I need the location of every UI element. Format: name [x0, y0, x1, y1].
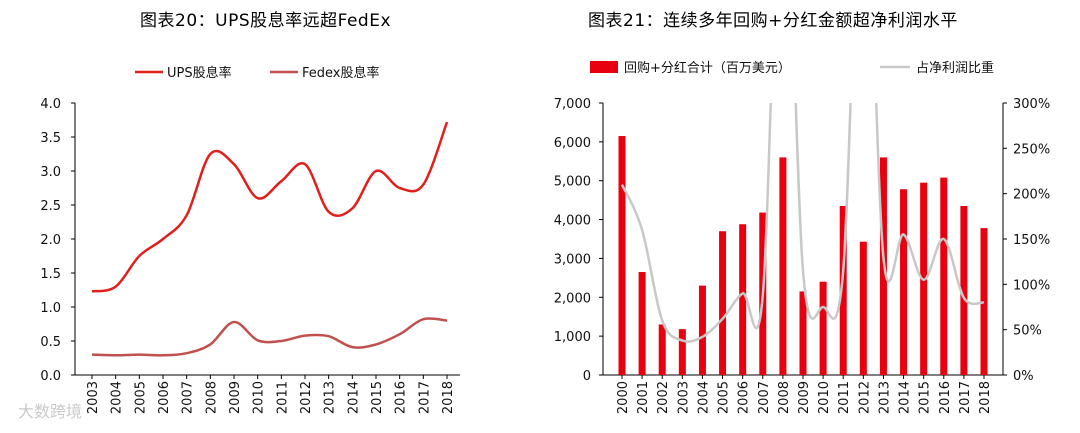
right-x-tick-label: 2017	[958, 381, 973, 414]
right-left-y-tick-label: 6,000	[554, 136, 591, 151]
right-x-tick-label: 2000	[616, 381, 631, 414]
right-left-y-tick-label: 7,000	[554, 97, 591, 112]
buyback-bar	[839, 205, 847, 375]
right-x-tick-label: 2013	[877, 381, 892, 414]
right-x-tick-label: 2008	[777, 381, 792, 414]
chart-left-title: 图表20：UPS股息率远超FedEx	[140, 11, 392, 31]
left-x-tick-label: 2018	[441, 381, 456, 414]
right-line-series	[620, 103, 985, 343]
buyback-bar	[779, 157, 787, 375]
right-x-tick-label: 2005	[717, 381, 732, 414]
buyback-bar	[678, 329, 686, 375]
right-right-y-tick-label: 300%	[1013, 97, 1050, 112]
legend-label-ratio: 占净利润比重	[916, 60, 994, 76]
right-x-tick-label: 2002	[656, 381, 671, 414]
buyback-bar	[618, 136, 626, 375]
left-x-tick-label: 2013	[323, 381, 338, 414]
buyback-bar	[739, 224, 747, 375]
right-left-y-tick-label: 4,000	[554, 214, 591, 229]
left-x-ticks: 2003 2004 2005 2006 2007 2008 2009 2010 2011 2012…	[86, 375, 456, 414]
left-x-tick-label: 2004	[110, 381, 125, 414]
right-left-y-tick-label: 3,000	[554, 252, 591, 267]
right-x-tick-label: 2014	[898, 381, 913, 414]
left-y-tick-label: 0.5	[40, 335, 61, 350]
right-left-y-tick-label: 1,000	[554, 330, 591, 345]
right-right-y-tick-label: 250%	[1013, 142, 1050, 157]
left-x-tick-label: 2007	[181, 381, 196, 414]
legend-swatch-buyback	[590, 61, 618, 73]
right-right-y-tick-label: 200%	[1013, 188, 1050, 203]
right-x-tick-label: 2010	[817, 381, 832, 414]
right-x-tick-label: 2015	[918, 381, 933, 414]
left-x-tick-label: 2003	[86, 381, 101, 414]
left-y-tick-label: 3.0	[40, 165, 61, 180]
buyback-bar	[859, 241, 867, 375]
left-y-ticks: 0.0 0.5 1.0 1.5 2.0 2.5 3.0 3.5 4.0	[40, 97, 75, 384]
right-x-tick-label: 2009	[797, 381, 812, 414]
buyback-bar	[658, 324, 666, 375]
buyback-bar	[719, 231, 727, 375]
left-x-tick-label: 2015	[370, 381, 385, 414]
left-legend: UPS股息率 Fedex股息率	[135, 65, 379, 81]
left-y-tick-label: 1.5	[40, 267, 61, 282]
left-x-tick-label: 2011	[275, 381, 290, 414]
right-x-tick-label: 2011	[837, 381, 852, 414]
legend-label-buyback: 回购+分红合计（百万美元）	[624, 60, 791, 76]
right-right-y-tick-label: 100%	[1013, 278, 1050, 293]
ups-dividend-line	[91, 121, 449, 293]
left-x-tick-label: 2014	[346, 381, 361, 414]
left-y-tick-label: 2.5	[40, 199, 61, 214]
left-series	[91, 121, 449, 357]
left-y-tick-label: 1.0	[40, 301, 61, 316]
legend-label-ups: UPS股息率	[167, 65, 232, 81]
buyback-bar	[799, 291, 807, 375]
left-y-tick-label: 2.0	[40, 233, 61, 248]
left-x-tick-label: 2012	[299, 381, 314, 414]
right-x-tick-label: 2012	[857, 381, 872, 414]
right-right-y-ticks: 0% 50% 100% 150% 200% 250% 300%	[1003, 97, 1050, 384]
buyback-bar	[960, 205, 968, 375]
right-x-tick-label: 2004	[696, 381, 711, 414]
chart-right-title: 图表21：连续多年回购+分红金额超净利润水平	[588, 11, 958, 31]
left-x-tick-label: 2017	[417, 381, 432, 414]
right-x-tick-label: 2003	[676, 381, 691, 414]
watermark: 大数跨境	[18, 402, 83, 421]
net-income-ratio-line	[620, 103, 985, 343]
right-x-tick-label: 2018	[978, 381, 993, 414]
left-x-tick-label: 2006	[157, 381, 172, 414]
right-x-ticks: 2000 2001 2002 2003 2004 2005 2006 2007 2008 2009…	[616, 375, 993, 414]
buyback-bar	[900, 189, 908, 375]
left-x-tick-label: 2016	[394, 381, 409, 414]
right-right-y-tick-label: 0%	[1013, 369, 1034, 384]
right-x-tick-label: 2006	[737, 381, 752, 414]
right-right-y-tick-label: 150%	[1013, 233, 1050, 248]
right-x-tick-label: 2001	[636, 381, 651, 414]
left-y-tick-label: 0.0	[40, 369, 61, 384]
right-left-y-tick-label: 5,000	[554, 175, 591, 190]
right-left-y-tick-label: 0	[583, 369, 591, 384]
right-right-y-tick-label: 50%	[1013, 324, 1042, 339]
buyback-bar	[638, 272, 646, 375]
buyback-bar	[940, 177, 948, 375]
left-x-tick-label: 2005	[133, 381, 148, 414]
buyback-bar	[819, 281, 827, 375]
buyback-bar	[698, 285, 706, 375]
right-x-tick-label: 2016	[938, 381, 953, 414]
left-y-tick-label: 4.0	[40, 97, 61, 112]
right-left-y-ticks: 0 1,000 2,000 3,000 4,000 5,000 6,000 7,000	[554, 97, 603, 384]
left-x-tick-label: 2010	[252, 381, 267, 414]
left-y-tick-label: 3.5	[40, 131, 61, 146]
left-x-tick-label: 2008	[204, 381, 219, 414]
left-x-tick-label: 2009	[228, 381, 243, 414]
right-left-y-tick-label: 2,000	[554, 291, 591, 306]
right-legend: 回购+分红合计（百万美元） 占净利润比重	[590, 60, 994, 76]
right-x-tick-label: 2007	[757, 381, 772, 414]
fedex-dividend-line	[91, 317, 448, 357]
legend-label-fedex: Fedex股息率	[302, 65, 379, 81]
